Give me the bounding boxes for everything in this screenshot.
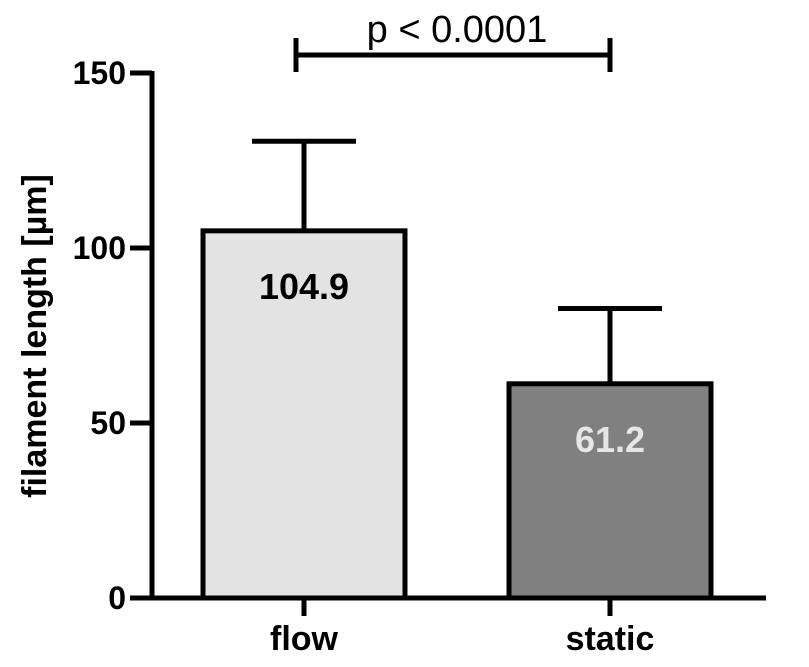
category-label-flow: flow: [270, 620, 339, 658]
y-tick-label: 100: [73, 230, 126, 266]
bar-flow: [200, 228, 408, 601]
labels: flow static 104.9 61.2 p < 0.0001: [259, 9, 654, 658]
category-label-static: static: [566, 620, 655, 658]
y-tick-label: 0: [108, 580, 126, 616]
data-label-flow: 104.9: [259, 266, 349, 307]
y-axis-label: filament length [µm]: [16, 174, 54, 498]
bars: [200, 138, 714, 601]
data-label-static: 61.2: [575, 419, 645, 460]
y-tick-label: 150: [73, 55, 126, 91]
bar-static: [506, 381, 714, 601]
y-tick-label: 50: [90, 405, 126, 441]
significance-label: p < 0.0001: [367, 9, 548, 51]
